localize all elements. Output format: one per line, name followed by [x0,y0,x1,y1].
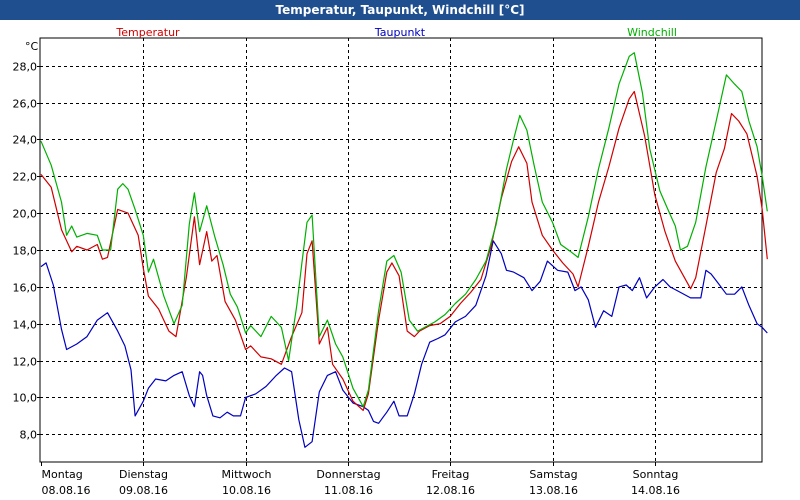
x-tick-day-label: Donnerstag [316,468,380,481]
y-tick-label: 12,0 [13,356,38,369]
y-tick-label: 10,0 [13,392,38,405]
y-tick-label: 8,0 [20,429,38,442]
x-tick-date-label: 13.08.16 [529,484,578,497]
grid-layer [37,38,762,466]
legend: Temperatur Taupunkt Windchill [115,26,677,39]
y-tick-label: 24,0 [13,134,38,147]
legend-item-temperatur: Temperatur [115,26,180,39]
x-tick-day-label: Sonntag [633,468,679,481]
y-tick-label: 20,0 [13,208,38,221]
x-tick-date-label: 08.08.16 [42,484,91,497]
x-tick-date-label: 14.08.16 [631,484,680,497]
series-line-windchill [40,52,768,408]
legend-item-taupunkt: Taupunkt [374,26,426,39]
label-layer: °C 8,0 10,0 12,0 14,0 16,0 18,0 20,0 22,0 24,0 26… [13,40,680,497]
x-tick-day-label: Dienstag [119,468,168,481]
legend-item-windchill: Windchill [627,26,677,39]
window-title: Temperatur, Taupunkt, Windchill [°C] [275,3,525,17]
x-tick-date-label: 09.08.16 [119,484,168,497]
title-bar: Temperatur, Taupunkt, Windchill [°C] [0,0,800,20]
x-tick-day-label: Montag [42,468,83,481]
y-tick-label: 28,0 [13,61,38,74]
series-line-temperatur [40,90,768,411]
x-tick-date-label: 10.08.16 [222,484,271,497]
series-line-taupunkt [40,240,768,448]
x-tick-date-label: 12.08.16 [426,484,475,497]
y-tick-label: 18,0 [13,245,38,258]
x-tick-day-label: Freitag [432,468,470,481]
y-tick-label: 22,0 [13,171,38,184]
series-layer [40,52,768,448]
x-tick-date-label: 11.08.16 [324,484,373,497]
y-tick-label: 16,0 [13,282,38,295]
y-tick-label: 26,0 [13,98,38,111]
y-tick-label: 14,0 [13,319,38,332]
x-tick-day-label: Mittwoch [222,468,272,481]
x-tick-day-label: Samstag [529,468,577,481]
y-axis-unit-label: °C [25,40,39,53]
